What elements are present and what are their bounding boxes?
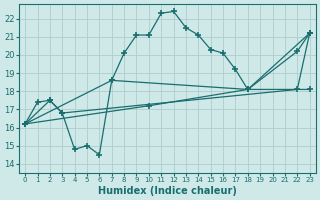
X-axis label: Humidex (Indice chaleur): Humidex (Indice chaleur) xyxy=(98,186,237,196)
